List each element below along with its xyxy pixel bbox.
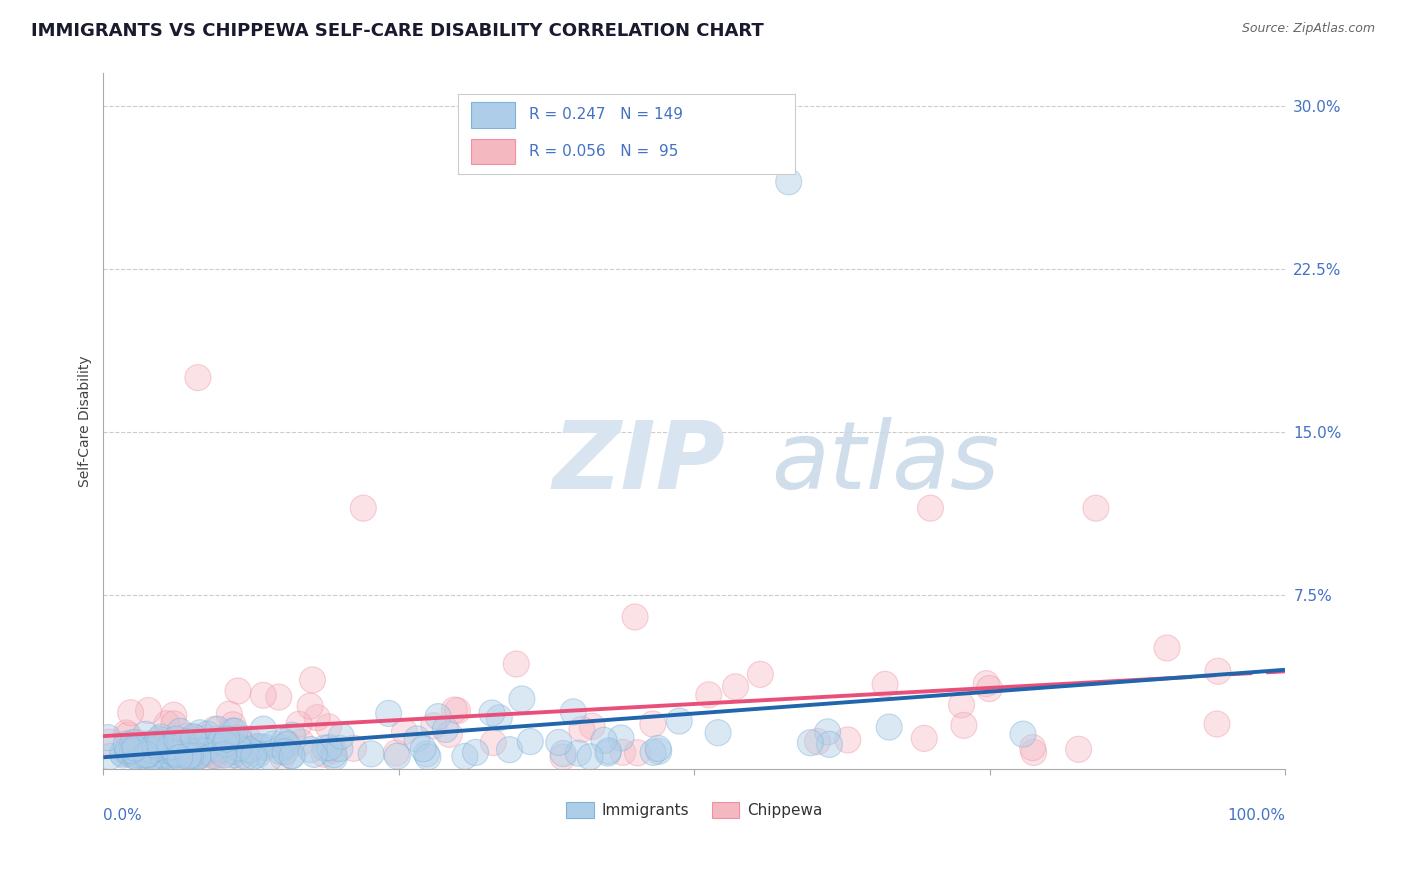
Text: atlas: atlas [770,417,1000,508]
Text: IMMIGRANTS VS CHIPPEWA SELF-CARE DISABILITY CORRELATION CHART: IMMIGRANTS VS CHIPPEWA SELF-CARE DISABIL… [31,22,763,40]
Text: Source: ZipAtlas.com: Source: ZipAtlas.com [1241,22,1375,36]
Text: ZIP: ZIP [553,417,725,509]
Text: 0.0%: 0.0% [104,807,142,822]
Legend: Immigrants, Chippewa: Immigrants, Chippewa [560,797,828,824]
Y-axis label: Self-Care Disability: Self-Care Disability [79,355,93,487]
Text: 100.0%: 100.0% [1227,807,1285,822]
